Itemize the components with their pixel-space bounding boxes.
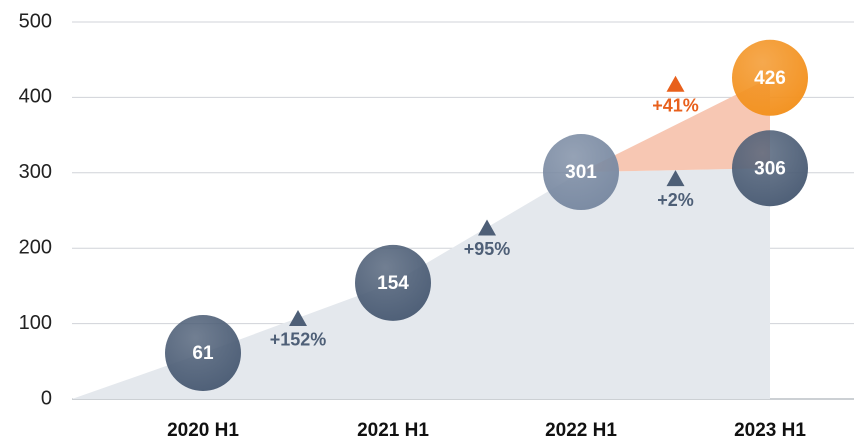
growth-marker	[478, 219, 496, 236]
growth-label: +152%	[270, 330, 327, 350]
value-label: 61	[192, 343, 214, 364]
x-tick-label: 2023 H1	[734, 420, 806, 441]
y-tick-label: 500	[19, 10, 52, 32]
y-tick-label: 300	[19, 161, 52, 183]
value-label: 306	[754, 158, 786, 179]
growth-label: +95%	[464, 239, 511, 259]
growth-marker	[289, 309, 307, 326]
bubble	[355, 244, 431, 321]
value-label: 426	[754, 68, 786, 89]
bubble	[165, 315, 241, 392]
y-tick-label: 100	[19, 312, 52, 334]
x-tick-label: 2021 H1	[357, 420, 429, 441]
y-tick-label: 200	[19, 236, 52, 258]
bubble	[732, 130, 808, 207]
x-tick-label: 2022 H1	[545, 420, 617, 441]
growth-marker	[666, 75, 685, 92]
x-tick-label: 2020 H1	[167, 420, 239, 441]
growth-label: +2%	[657, 190, 694, 210]
growth-band	[581, 77, 770, 173]
y-tick-label: 400	[19, 86, 52, 108]
value-label: 154	[377, 273, 409, 294]
growth-label: +41%	[652, 96, 699, 116]
bubble	[543, 134, 619, 211]
value-label: 301	[565, 162, 597, 183]
y-tick-label: 0	[41, 387, 52, 409]
growth-marker	[666, 170, 685, 187]
bubble	[732, 39, 808, 116]
